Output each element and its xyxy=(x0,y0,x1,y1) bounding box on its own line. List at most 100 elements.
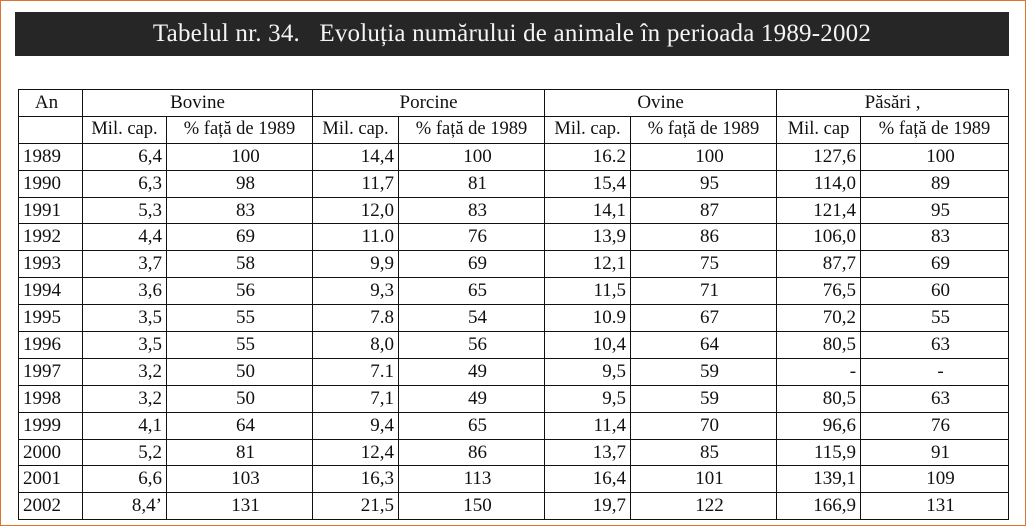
table-row: 1991 5,3 83 12,0 83 14,1 87 121,4 95 xyxy=(18,196,1010,225)
value-cell: 70,2 xyxy=(776,304,862,333)
year-cell: 1993 xyxy=(18,250,83,279)
value-cell: 86 xyxy=(398,438,546,467)
value-cell: 9,5 xyxy=(544,357,632,386)
value-cell: 71 xyxy=(630,277,778,306)
value-cell: 5,2 xyxy=(82,438,167,467)
value-cell: 91 xyxy=(860,438,1010,467)
value-cell: 3,2 xyxy=(82,384,167,413)
subheader-row: Mil. cap. % față de 1989 Mil. cap. % faț… xyxy=(18,115,1010,144)
value-cell: 54 xyxy=(398,304,546,333)
value-cell: 49 xyxy=(398,357,546,386)
value-cell: 12,4 xyxy=(312,438,400,467)
value-cell: 67 xyxy=(630,304,778,333)
value-cell: 121,4 xyxy=(776,196,862,225)
value-cell: 115,9 xyxy=(776,438,862,467)
value-cell: 8,4’ xyxy=(82,492,167,521)
value-cell: 8,0 xyxy=(312,331,400,359)
value-cell: 12,1 xyxy=(544,250,632,279)
table-row: 1993 3,7 58 9,9 69 12,1 75 87,7 69 xyxy=(18,250,1010,279)
table-title: Evoluția numărului de animale în perioad… xyxy=(319,20,872,47)
subheader-cell: % față de 1989 xyxy=(398,115,546,144)
year-cell: 1994 xyxy=(18,277,83,306)
value-cell: 60 xyxy=(860,277,1010,306)
value-cell: 59 xyxy=(630,384,778,413)
value-cell: 86 xyxy=(630,223,778,252)
value-cell: 19,7 xyxy=(544,492,632,521)
year-cell: 1991 xyxy=(18,196,83,225)
value-cell: 11.0 xyxy=(312,223,400,252)
value-cell: 14,1 xyxy=(544,196,632,225)
year-cell: 2002 xyxy=(18,492,83,521)
value-cell: 83 xyxy=(165,196,314,225)
table-number: Tabelul nr. 34. xyxy=(152,20,300,47)
value-cell: 10.9 xyxy=(544,304,632,333)
value-cell: 15,4 xyxy=(544,169,632,198)
value-cell: 4,1 xyxy=(82,411,167,440)
table-row: 1989 6,4 100 14,4 100 16.2 100 127,6 100 xyxy=(18,142,1010,171)
value-cell: 55 xyxy=(165,304,314,333)
table-row: 2001 6,6 103 16,3 113 16,4 101 139,1 109 xyxy=(18,465,1010,494)
value-cell: 109 xyxy=(860,465,1010,494)
value-cell: 81 xyxy=(398,169,546,198)
value-cell: 13,7 xyxy=(544,438,632,467)
value-cell: 14,4 xyxy=(312,142,400,171)
year-cell: 1989 xyxy=(18,142,83,171)
year-cell: 1990 xyxy=(18,169,83,198)
value-cell: 95 xyxy=(630,169,778,198)
value-cell: 11,7 xyxy=(312,169,400,198)
value-cell: 89 xyxy=(860,169,1010,198)
value-cell: 95 xyxy=(860,196,1010,225)
year-cell: 1999 xyxy=(18,411,83,440)
group-header-pasari: Păsări , xyxy=(776,89,1010,117)
value-cell: 65 xyxy=(398,411,546,440)
value-cell: 69 xyxy=(398,250,546,279)
livestock-table: An Bovine Porcine Ovine Păsări , Mil. ca… xyxy=(18,89,1010,521)
value-cell: 16,3 xyxy=(312,465,400,494)
value-cell: 4,4 xyxy=(82,223,167,252)
value-cell: 122 xyxy=(630,492,778,521)
value-cell: 9,4 xyxy=(312,411,400,440)
value-cell: 70 xyxy=(630,411,778,440)
value-cell: 101 xyxy=(630,465,778,494)
table-row: 2000 5,2 81 12,4 86 13,7 85 115,9 91 xyxy=(18,438,1010,467)
year-cell: 1996 xyxy=(18,331,83,359)
group-header-row: An Bovine Porcine Ovine Păsări , xyxy=(18,89,1010,117)
value-cell: 150 xyxy=(398,492,546,521)
year-subheader-empty xyxy=(18,115,83,144)
data-table-container: An Bovine Porcine Ovine Păsări , Mil. ca… xyxy=(18,89,1010,521)
value-cell: 5,3 xyxy=(82,196,167,225)
subheader-cell: % față de 1989 xyxy=(165,115,314,144)
table-row: 1992 4,4 69 11.0 76 13,9 86 106,0 83 xyxy=(18,223,1010,252)
value-cell: 63 xyxy=(860,331,1010,359)
value-cell: 131 xyxy=(165,492,314,521)
value-cell: 3,7 xyxy=(82,250,167,279)
value-cell: 49 xyxy=(398,384,546,413)
value-cell: 3,2 xyxy=(82,357,167,386)
value-cell: 16,4 xyxy=(544,465,632,494)
subheader-cell: Mil. cap. xyxy=(82,115,167,144)
value-cell: 58 xyxy=(165,250,314,279)
value-cell: 59 xyxy=(630,357,778,386)
value-cell: 100 xyxy=(630,142,778,171)
subheader-cell: % față de 1989 xyxy=(860,115,1010,144)
table-row: 1997 3,2 50 7.1 49 9,5 59- - xyxy=(18,357,1010,386)
value-cell: 139,1 xyxy=(776,465,862,494)
value-cell: 55 xyxy=(860,304,1010,333)
table-body: 1989 6,4 100 14,4 100 16.2 100 127,6 100 1990 6,3 9… xyxy=(18,142,1010,521)
value-cell: 50 xyxy=(165,357,314,386)
value-cell: 106,0 xyxy=(776,223,862,252)
value-cell: 69 xyxy=(165,223,314,252)
value-cell: 127,6 xyxy=(776,142,862,171)
subheader-cell: Mil. cap. xyxy=(312,115,400,144)
value-cell: 87 xyxy=(630,196,778,225)
table-row: 1994 3,6 56 9,3 65 11,5 71 76,5 60 xyxy=(18,277,1010,306)
year-cell: 1992 xyxy=(18,223,83,252)
value-cell: 75 xyxy=(630,250,778,279)
value-cell: 9,5 xyxy=(544,384,632,413)
value-cell: 3,5 xyxy=(82,331,167,359)
value-cell: 64 xyxy=(165,411,314,440)
value-cell: 76,5 xyxy=(776,277,862,306)
value-cell: 85 xyxy=(630,438,778,467)
subheader-cell: Mil. cap xyxy=(776,115,862,144)
value-cell: - xyxy=(860,357,1010,386)
